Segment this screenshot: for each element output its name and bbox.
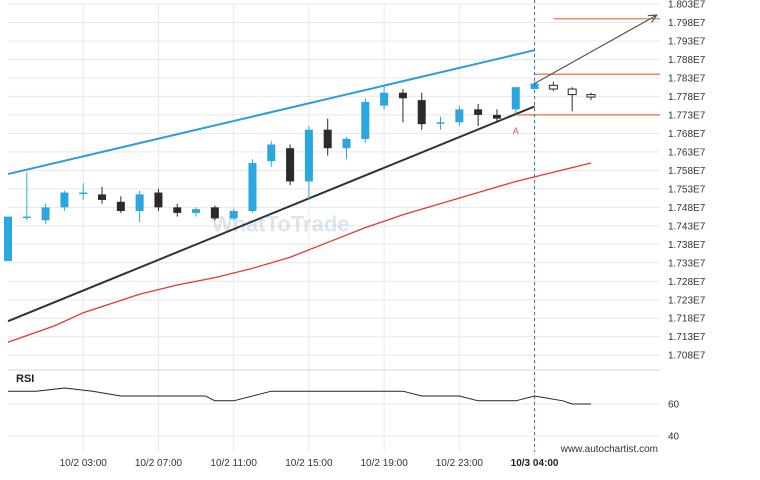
rsi-layer: RSI xyxy=(8,373,591,405)
time-tick-label: 10/2 11:00 xyxy=(210,458,257,469)
candle-body xyxy=(586,94,596,98)
candle-body xyxy=(398,92,407,99)
channel-upper-line xyxy=(7,49,535,176)
candle-body xyxy=(79,192,88,195)
candle-layer xyxy=(4,81,596,261)
candle-body xyxy=(380,92,389,106)
candle-body xyxy=(267,144,276,162)
price-tick-label: 1.758E7 xyxy=(668,166,706,177)
rsi-tick-label: 60 xyxy=(668,400,680,411)
candle-body xyxy=(173,207,182,213)
candle-body xyxy=(154,192,163,208)
candle-body xyxy=(210,207,219,219)
price-tick-label: 1.728E7 xyxy=(668,277,706,288)
price-tick-label: 1.793E7 xyxy=(668,36,706,47)
candle-body xyxy=(116,201,125,212)
channel-lower-line xyxy=(7,105,535,323)
candle-body xyxy=(342,138,351,149)
time-tick-label: 10/2 19:00 xyxy=(360,458,408,469)
projection-arrow-head xyxy=(647,14,659,23)
candle-body xyxy=(60,192,69,208)
price-tick-label: 1.708E7 xyxy=(668,351,706,362)
time-tick-label: 10/2 15:00 xyxy=(285,458,333,469)
price-tick-label: 1.713E7 xyxy=(668,332,706,343)
annotation-layer: A xyxy=(513,0,659,452)
moving-average-line xyxy=(7,162,592,343)
candle-body xyxy=(98,194,107,200)
candle-body xyxy=(323,129,332,149)
candle-body xyxy=(41,207,50,221)
price-tick-label: 1.783E7 xyxy=(668,73,706,84)
candle-body xyxy=(548,84,558,90)
candle-body xyxy=(455,109,464,123)
candle-body xyxy=(248,162,257,212)
price-tick-label: 1.743E7 xyxy=(668,221,706,232)
price-tick-label: 1.738E7 xyxy=(668,240,706,251)
candle-body xyxy=(286,148,295,182)
candle-body xyxy=(436,122,445,124)
candle-body xyxy=(417,100,426,125)
channel-layer xyxy=(7,49,535,323)
credit-text: www.autochartist.com xyxy=(560,444,658,455)
price-tick-label: 1.773E7 xyxy=(668,110,706,121)
price-tick-label: 1.718E7 xyxy=(668,314,706,325)
time-tick-label: 10/2 23:00 xyxy=(436,458,484,469)
price-tick-label: 1.778E7 xyxy=(668,92,706,103)
price-tick-label: 1.803E7 xyxy=(668,0,706,11)
time-tick-label: 10/3 04:00 xyxy=(511,458,559,469)
price-tick-label: 1.723E7 xyxy=(668,295,706,306)
price-tick-label: 1.768E7 xyxy=(668,129,706,140)
moving-average-layer xyxy=(7,162,592,343)
time-tick-label: 10/2 03:00 xyxy=(60,458,108,469)
candle-body xyxy=(361,101,370,139)
price-tick-label: 1.763E7 xyxy=(668,147,706,158)
candle-body xyxy=(474,109,483,115)
axis-layer: 1.708E7 1.713E7 1.718E7 1.723E7 1.728E7 1.733… xyxy=(60,0,706,469)
projection-arrow-line xyxy=(534,14,658,85)
price-tick-label: 1.788E7 xyxy=(668,55,706,66)
rsi-label: RSI xyxy=(16,373,34,385)
candle-body xyxy=(567,88,577,96)
target-layer xyxy=(515,18,660,116)
price-tick-label: 1.748E7 xyxy=(668,203,706,214)
price-tick-label: 1.798E7 xyxy=(668,18,706,29)
rsi-line xyxy=(8,387,591,405)
candle-body xyxy=(4,216,12,261)
rsi-tick-label: 40 xyxy=(668,432,680,443)
time-tick-label: 10/2 07:00 xyxy=(135,458,183,469)
price-tick-label: 1.733E7 xyxy=(668,258,706,269)
candle-body xyxy=(229,211,238,219)
candle-body xyxy=(22,216,31,219)
candle-body xyxy=(511,87,520,110)
candle-body xyxy=(304,129,313,182)
candle-body xyxy=(492,114,501,119)
pattern-marker-label: A xyxy=(513,126,519,136)
price-tick-label: 1.753E7 xyxy=(668,184,706,195)
candle-body xyxy=(135,194,144,212)
candle-body xyxy=(192,209,201,213)
